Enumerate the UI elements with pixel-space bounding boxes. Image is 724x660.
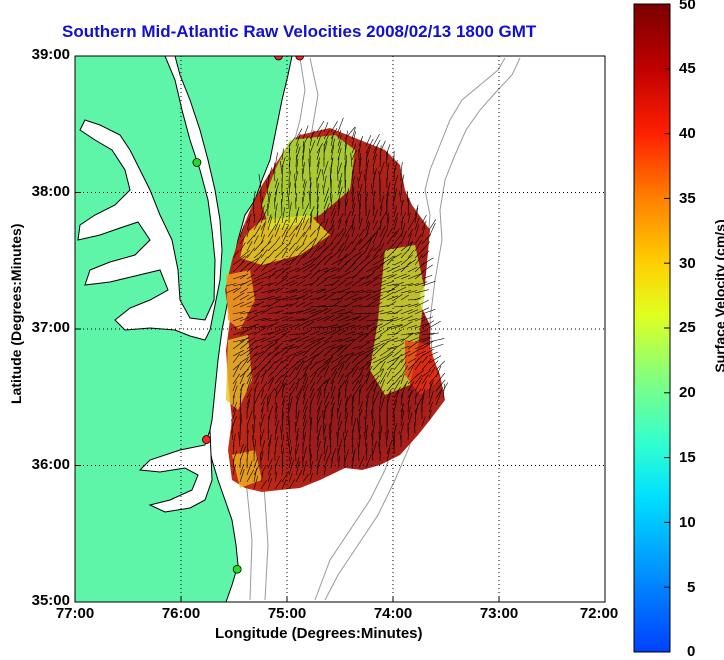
radar-site-marker xyxy=(193,158,201,166)
y-tick-label: 38:00 xyxy=(10,183,70,200)
y-tick-label: 39:00 xyxy=(10,46,70,63)
colorbar-tick-label: 30 xyxy=(679,255,696,272)
radar-site-marker xyxy=(233,565,241,573)
x-tick-label: 77:00 xyxy=(45,605,105,622)
x-tick-label: 73:00 xyxy=(469,605,529,622)
colorbar-tick-label: 45 xyxy=(679,60,696,77)
colorbar-tick-label: 35 xyxy=(679,190,696,207)
x-axis-label: Longitude (Degrees:Minutes) xyxy=(215,625,423,642)
x-tick-label: 75:00 xyxy=(257,605,317,622)
colorbar-tick-label: 5 xyxy=(687,579,695,596)
colorbar-tick-label: 0 xyxy=(687,643,695,660)
colorbar-tick-label: 40 xyxy=(679,125,696,142)
colorbar-tick-label: 10 xyxy=(679,514,696,531)
radar-site-marker xyxy=(202,436,210,444)
colorbar-tick-label: 15 xyxy=(679,449,696,466)
colorbar-label: Surface Velocity (cm/s) xyxy=(712,216,724,376)
colorbar-tick-label: 25 xyxy=(679,319,696,336)
x-tick-label: 72:00 xyxy=(569,605,629,622)
y-tick-label: 36:00 xyxy=(10,456,70,473)
y-axis-label: Latitude (Degrees:Minutes) xyxy=(8,244,24,404)
x-tick-label: 76:00 xyxy=(151,605,211,622)
colorbar-tick-label: 50 xyxy=(679,0,696,13)
x-tick-label: 74:00 xyxy=(363,605,423,622)
map-title: Southern Mid-Atlantic Raw Velocities 200… xyxy=(62,22,536,42)
colorbar-tick-label: 20 xyxy=(679,384,696,401)
